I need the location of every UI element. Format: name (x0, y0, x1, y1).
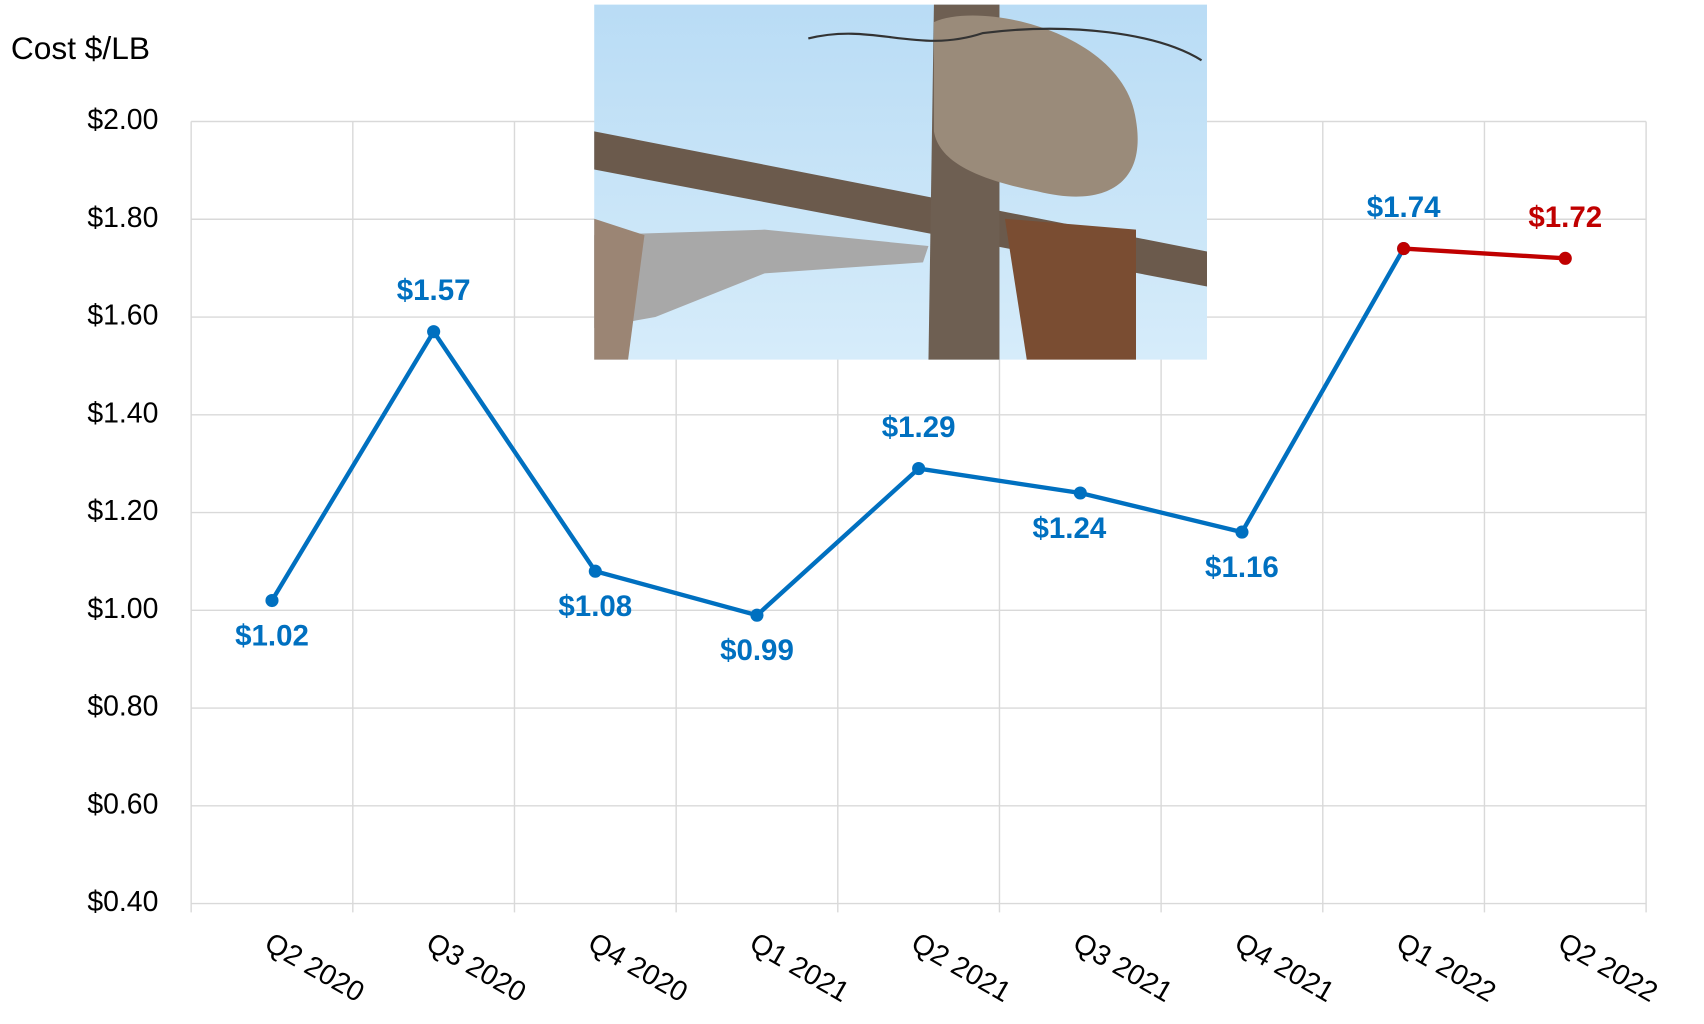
data-label: $1.29 (882, 411, 956, 444)
x-tick-label: Q1 2022 (1391, 927, 1501, 1009)
data-label: $1.57 (397, 274, 471, 307)
y-tick-label: $0.40 (87, 886, 158, 918)
y-axis-label: Cost $/LB (11, 30, 150, 66)
series-line (1403, 246, 1566, 261)
x-tick-label: Q1 2021 (744, 927, 854, 1009)
x-tick-label: Q3 2021 (1068, 927, 1178, 1009)
data-point (1073, 486, 1087, 500)
y-tick-label: $1.00 (87, 593, 158, 625)
y-tick-label: $0.60 (87, 788, 158, 820)
data-label: $1.16 (1205, 551, 1279, 584)
y-tick-label: $1.20 (87, 495, 158, 527)
data-label: $1.72 (1528, 201, 1602, 234)
data-point (1397, 242, 1411, 256)
data-point (588, 564, 602, 578)
x-tick-label: Q2 2020 (259, 927, 369, 1009)
series-line (270, 247, 1406, 618)
data-label: $1.08 (558, 590, 632, 623)
x-tick-label: Q4 2020 (583, 927, 693, 1009)
data-label: $1.74 (1367, 191, 1441, 224)
data-point (912, 461, 926, 476)
data-label: $1.24 (1032, 512, 1106, 545)
data-point (265, 593, 279, 608)
y-tick-label: $1.80 (87, 202, 158, 234)
data-point (1235, 525, 1249, 539)
data-label: $1.02 (235, 619, 309, 652)
photo (594, 4, 1207, 360)
data-point (427, 325, 441, 339)
x-tick-label: Q4 2021 (1229, 927, 1339, 1009)
data-point (1558, 251, 1572, 265)
y-tick-label: $2.00 (87, 104, 158, 136)
x-tick-label: Q2 2021 (906, 927, 1016, 1009)
x-tick-label: Q3 2020 (421, 927, 531, 1009)
data-point (750, 608, 764, 622)
x-tick-label: Q2 2022 (1553, 927, 1663, 1009)
y-tick-label: $1.40 (87, 397, 158, 429)
data-label: $0.99 (720, 634, 794, 667)
y-tick-label: $1.60 (87, 300, 158, 332)
y-tick-label: $0.80 (87, 691, 158, 723)
